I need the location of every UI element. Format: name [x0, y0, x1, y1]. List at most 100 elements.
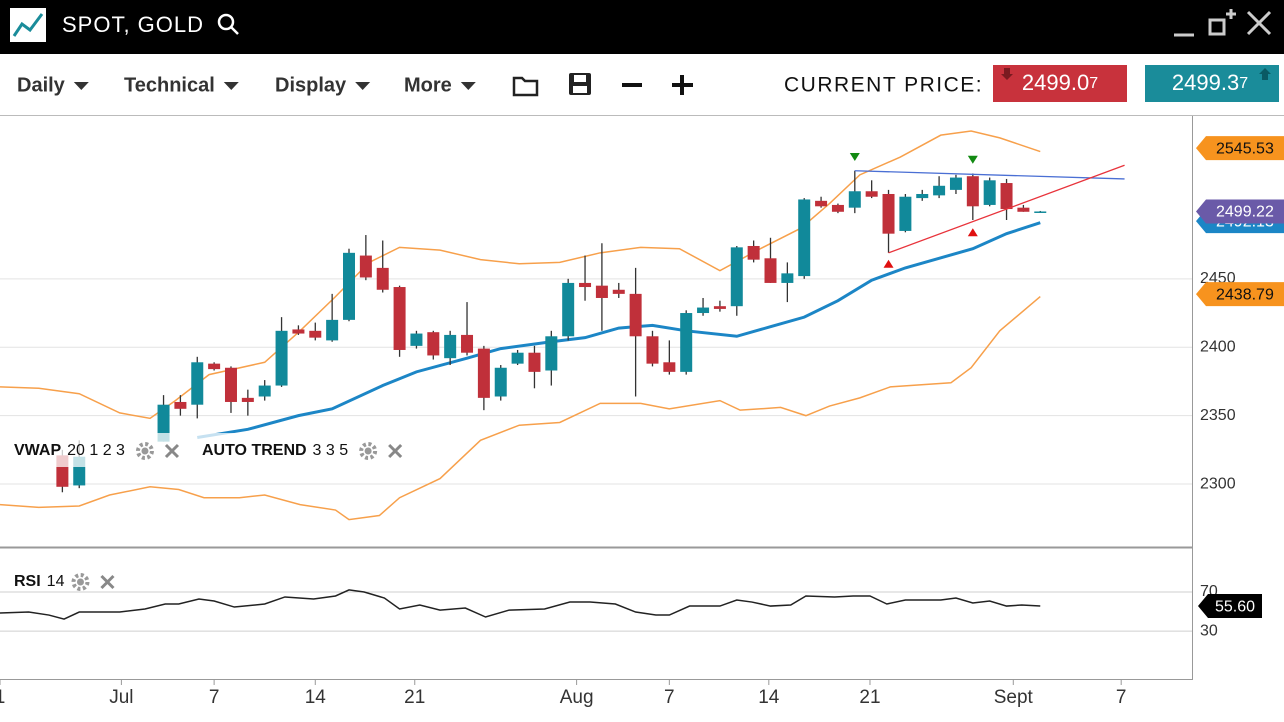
remove-icon[interactable]	[100, 574, 115, 590]
x-tick-label: 21	[859, 687, 880, 708]
candle-body	[410, 333, 423, 346]
candle-body	[595, 285, 608, 298]
candle-body	[713, 306, 726, 309]
y-tick-label: 2300	[1200, 475, 1236, 492]
indicator-line	[197, 221, 1041, 440]
signal-marker	[967, 155, 978, 164]
y-tick-label: 2350	[1200, 407, 1236, 424]
candle-body	[612, 289, 625, 294]
rsi-badge-label: 55.60	[1215, 598, 1255, 615]
candle-body	[309, 330, 322, 338]
window-controls[interactable]	[1174, 9, 1272, 37]
price-badge-label: 2438.79	[1216, 286, 1274, 303]
search-icon[interactable]	[217, 13, 239, 35]
gear	[71, 573, 90, 591]
settings-icon[interactable]	[71, 573, 90, 591]
x-tick-label: 7	[209, 687, 220, 708]
candle-body	[461, 334, 474, 353]
x-tick-label: 7	[1116, 687, 1127, 708]
candle-body	[848, 191, 861, 208]
candle-body	[798, 199, 811, 277]
x-tick-label: 7	[664, 687, 675, 708]
ask-arrow	[1259, 68, 1271, 80]
trend-line	[888, 164, 1125, 254]
menu-button[interactable]: Technical	[124, 74, 215, 96]
candle-body	[326, 319, 339, 341]
bid-main: 2499.0	[1022, 70, 1089, 95]
indicator-name: VWAP	[14, 442, 61, 459]
candle-body	[157, 404, 170, 442]
signal-marker	[849, 153, 860, 162]
candle-body	[949, 177, 962, 190]
candle-body	[275, 330, 288, 386]
x-tick-label: 14	[758, 687, 780, 708]
x-tick-label: 14	[305, 687, 327, 708]
legend: VWAP 20 1 2 3 AUTO TREND 3 3 5	[0, 433, 412, 467]
dropdown-arrow	[223, 82, 239, 90]
title-bar	[0, 0, 1284, 54]
menu-button[interactable]: Display	[275, 74, 347, 96]
remove-icon[interactable]	[164, 443, 180, 459]
toolbar-icons[interactable]	[512, 73, 693, 97]
bid-price: 2499.07	[1022, 70, 1098, 95]
logo[interactable]	[10, 8, 46, 42]
candle-body	[258, 385, 271, 397]
candle-body	[376, 267, 389, 290]
settings-icon[interactable]	[135, 442, 154, 460]
candle-body	[1017, 207, 1030, 212]
candle-body	[208, 363, 221, 370]
candle-body	[511, 352, 524, 364]
gear	[359, 442, 378, 460]
dropdown-arrow	[73, 82, 89, 90]
candle-body	[528, 352, 541, 372]
candle-body	[1000, 183, 1013, 210]
candle-body	[191, 362, 204, 405]
menu-button[interactable]: More	[404, 74, 452, 96]
candle-body	[241, 397, 254, 402]
candle-body	[494, 367, 507, 397]
candle-body	[933, 185, 946, 196]
bid-box[interactable]	[993, 65, 1127, 102]
current-price-label: CURRENT PRICE:	[784, 74, 983, 97]
candle-body	[629, 293, 642, 337]
remove-icon[interactable]	[388, 443, 403, 459]
gear-hub	[141, 447, 149, 455]
candle-body	[663, 362, 676, 372]
candle-body	[730, 247, 743, 307]
settings-icon[interactable]	[359, 442, 378, 460]
x-tick-label: Aug	[560, 687, 594, 708]
menu-button[interactable]: Daily	[17, 74, 66, 96]
price-badge	[1196, 136, 1284, 161]
ask-main: 2499.3	[1172, 70, 1239, 95]
y-tick-label: 30	[1200, 622, 1218, 639]
indicator-params: 14	[47, 573, 65, 590]
price-badge-label: 2545.53	[1216, 140, 1274, 157]
candle-body	[747, 245, 760, 260]
ask-box[interactable]	[1145, 65, 1279, 102]
candle-body	[916, 193, 929, 199]
candle-body	[562, 282, 575, 337]
price-badge-label: 2499.22	[1216, 204, 1274, 221]
indicator-line	[0, 296, 1041, 521]
rsi-badge	[1198, 594, 1262, 619]
candle-body	[646, 336, 659, 364]
candle-body	[477, 348, 490, 398]
candle-body	[393, 287, 406, 350]
price-badge	[1196, 199, 1284, 224]
legend-backdrop	[0, 433, 412, 467]
candle-body	[764, 258, 777, 283]
dropdown-arrow	[460, 82, 476, 90]
candle-body	[292, 329, 305, 334]
candle-body	[781, 273, 794, 283]
price-plot	[0, 130, 1125, 521]
indicator-name: RSI	[14, 573, 41, 590]
axes: 1Jul71421Aug71421Sept7230023502400245070…	[0, 136, 1284, 708]
candle-body	[815, 200, 828, 207]
bid-pip: 7	[1089, 75, 1098, 92]
candle-body	[359, 255, 372, 278]
indicator-params: 20 1 2 3	[67, 442, 125, 459]
candle-body	[1034, 211, 1047, 213]
candle-body	[697, 307, 710, 314]
candle-body	[831, 204, 844, 212]
